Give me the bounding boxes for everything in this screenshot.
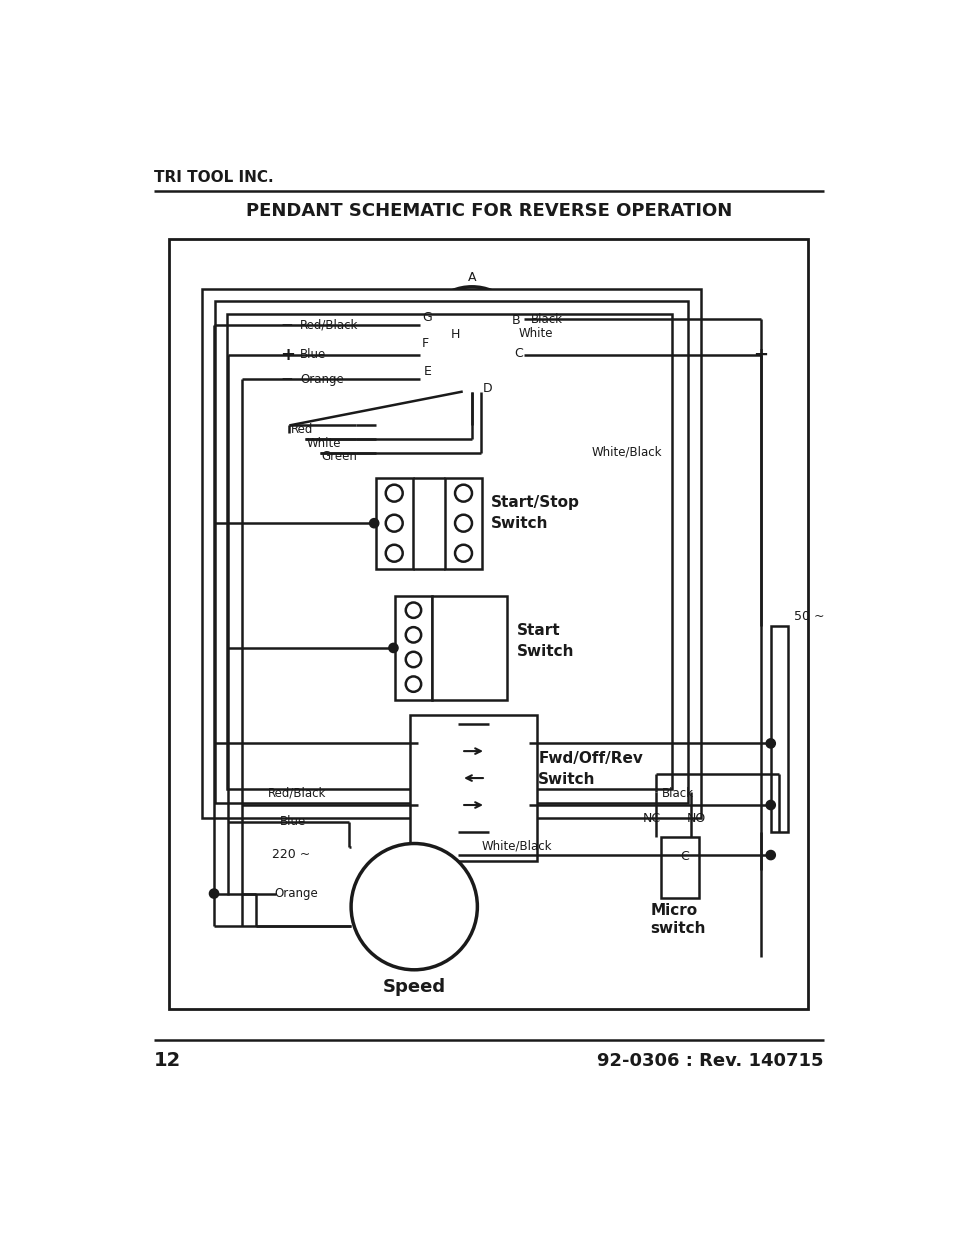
- Circle shape: [405, 627, 420, 642]
- Bar: [432, 597, 507, 700]
- Text: 92-0306 : Rev. 140715: 92-0306 : Rev. 140715: [597, 1052, 823, 1070]
- Text: Blue: Blue: [300, 348, 326, 361]
- Text: C: C: [514, 347, 522, 359]
- Text: NO: NO: [686, 811, 705, 825]
- Text: 220 ~: 220 ~: [272, 847, 310, 861]
- Circle shape: [429, 808, 446, 825]
- Text: Orange: Orange: [274, 887, 317, 900]
- Circle shape: [412, 739, 420, 748]
- Circle shape: [500, 756, 517, 773]
- Circle shape: [405, 652, 420, 667]
- Circle shape: [500, 808, 517, 825]
- Circle shape: [412, 800, 420, 810]
- Text: Switch: Switch: [491, 516, 548, 531]
- Circle shape: [385, 484, 402, 501]
- Circle shape: [497, 317, 508, 327]
- Text: F: F: [421, 337, 429, 351]
- Circle shape: [389, 643, 397, 652]
- Text: White/Black: White/Black: [591, 446, 661, 459]
- Text: Black: Black: [661, 787, 694, 800]
- Circle shape: [500, 347, 511, 358]
- Circle shape: [463, 337, 474, 347]
- Circle shape: [765, 851, 775, 860]
- Bar: [410, 715, 537, 861]
- Circle shape: [369, 519, 378, 527]
- Text: Blue: Blue: [279, 815, 305, 829]
- Text: NC: NC: [642, 811, 660, 825]
- Text: D: D: [482, 382, 492, 395]
- Text: Start/Stop: Start/Stop: [491, 495, 579, 510]
- Text: A: A: [467, 270, 476, 284]
- Text: B: B: [512, 314, 520, 327]
- Circle shape: [500, 782, 517, 799]
- Circle shape: [455, 545, 472, 562]
- Circle shape: [431, 337, 441, 347]
- Text: G: G: [422, 311, 432, 324]
- Circle shape: [419, 287, 524, 391]
- Circle shape: [436, 361, 446, 372]
- Bar: [659, 836, 699, 898]
- Bar: [227, 314, 672, 789]
- Circle shape: [210, 889, 218, 898]
- Bar: [444, 478, 481, 568]
- Circle shape: [466, 301, 476, 312]
- Text: White: White: [517, 327, 552, 341]
- Text: E: E: [424, 366, 432, 378]
- Circle shape: [436, 314, 448, 325]
- Text: −: −: [280, 317, 294, 332]
- Circle shape: [765, 739, 775, 748]
- Text: +: +: [753, 346, 767, 363]
- Text: H: H: [450, 329, 459, 341]
- Bar: [214, 301, 687, 804]
- Circle shape: [385, 515, 402, 531]
- Text: switch: switch: [650, 921, 705, 936]
- Bar: [202, 289, 700, 818]
- Text: Micro: Micro: [650, 903, 697, 918]
- Text: Black: Black: [530, 312, 562, 326]
- Text: C: C: [679, 850, 688, 863]
- Text: TRI TOOL INC.: TRI TOOL INC.: [153, 170, 274, 185]
- Text: Fwd/Off/Rev: Fwd/Off/Rev: [537, 751, 642, 766]
- Text: 50 ~: 50 ~: [793, 610, 823, 622]
- Text: 12: 12: [153, 1051, 181, 1071]
- Circle shape: [385, 545, 402, 562]
- Text: Red/Black: Red/Black: [268, 787, 326, 800]
- Text: Orange: Orange: [300, 373, 344, 385]
- Circle shape: [429, 782, 446, 799]
- Text: Red: Red: [291, 422, 314, 436]
- Circle shape: [405, 603, 420, 618]
- Circle shape: [351, 844, 476, 969]
- Text: Switch: Switch: [517, 645, 574, 659]
- Bar: [770, 626, 787, 832]
- Circle shape: [765, 800, 775, 810]
- Text: Start: Start: [517, 624, 559, 638]
- Bar: [375, 478, 413, 568]
- Text: Switch: Switch: [537, 772, 595, 787]
- Text: White: White: [306, 437, 340, 450]
- Circle shape: [455, 515, 472, 531]
- Text: PENDANT SCHEMATIC FOR REVERSE OPERATION: PENDANT SCHEMATIC FOR REVERSE OPERATION: [246, 203, 731, 220]
- Text: Red/Black: Red/Black: [300, 319, 358, 332]
- Circle shape: [480, 368, 491, 378]
- Circle shape: [500, 730, 517, 746]
- Text: White/Black: White/Black: [480, 840, 551, 852]
- Bar: [395, 597, 432, 700]
- Circle shape: [429, 756, 446, 773]
- Circle shape: [405, 677, 420, 692]
- Text: Green: Green: [321, 451, 357, 463]
- Bar: [417, 724, 457, 832]
- Text: Speed: Speed: [382, 978, 445, 995]
- Text: +: +: [279, 346, 294, 363]
- Bar: [170, 240, 807, 1009]
- Text: −: −: [280, 372, 294, 387]
- Bar: [488, 724, 528, 832]
- Circle shape: [429, 730, 446, 746]
- Circle shape: [455, 484, 472, 501]
